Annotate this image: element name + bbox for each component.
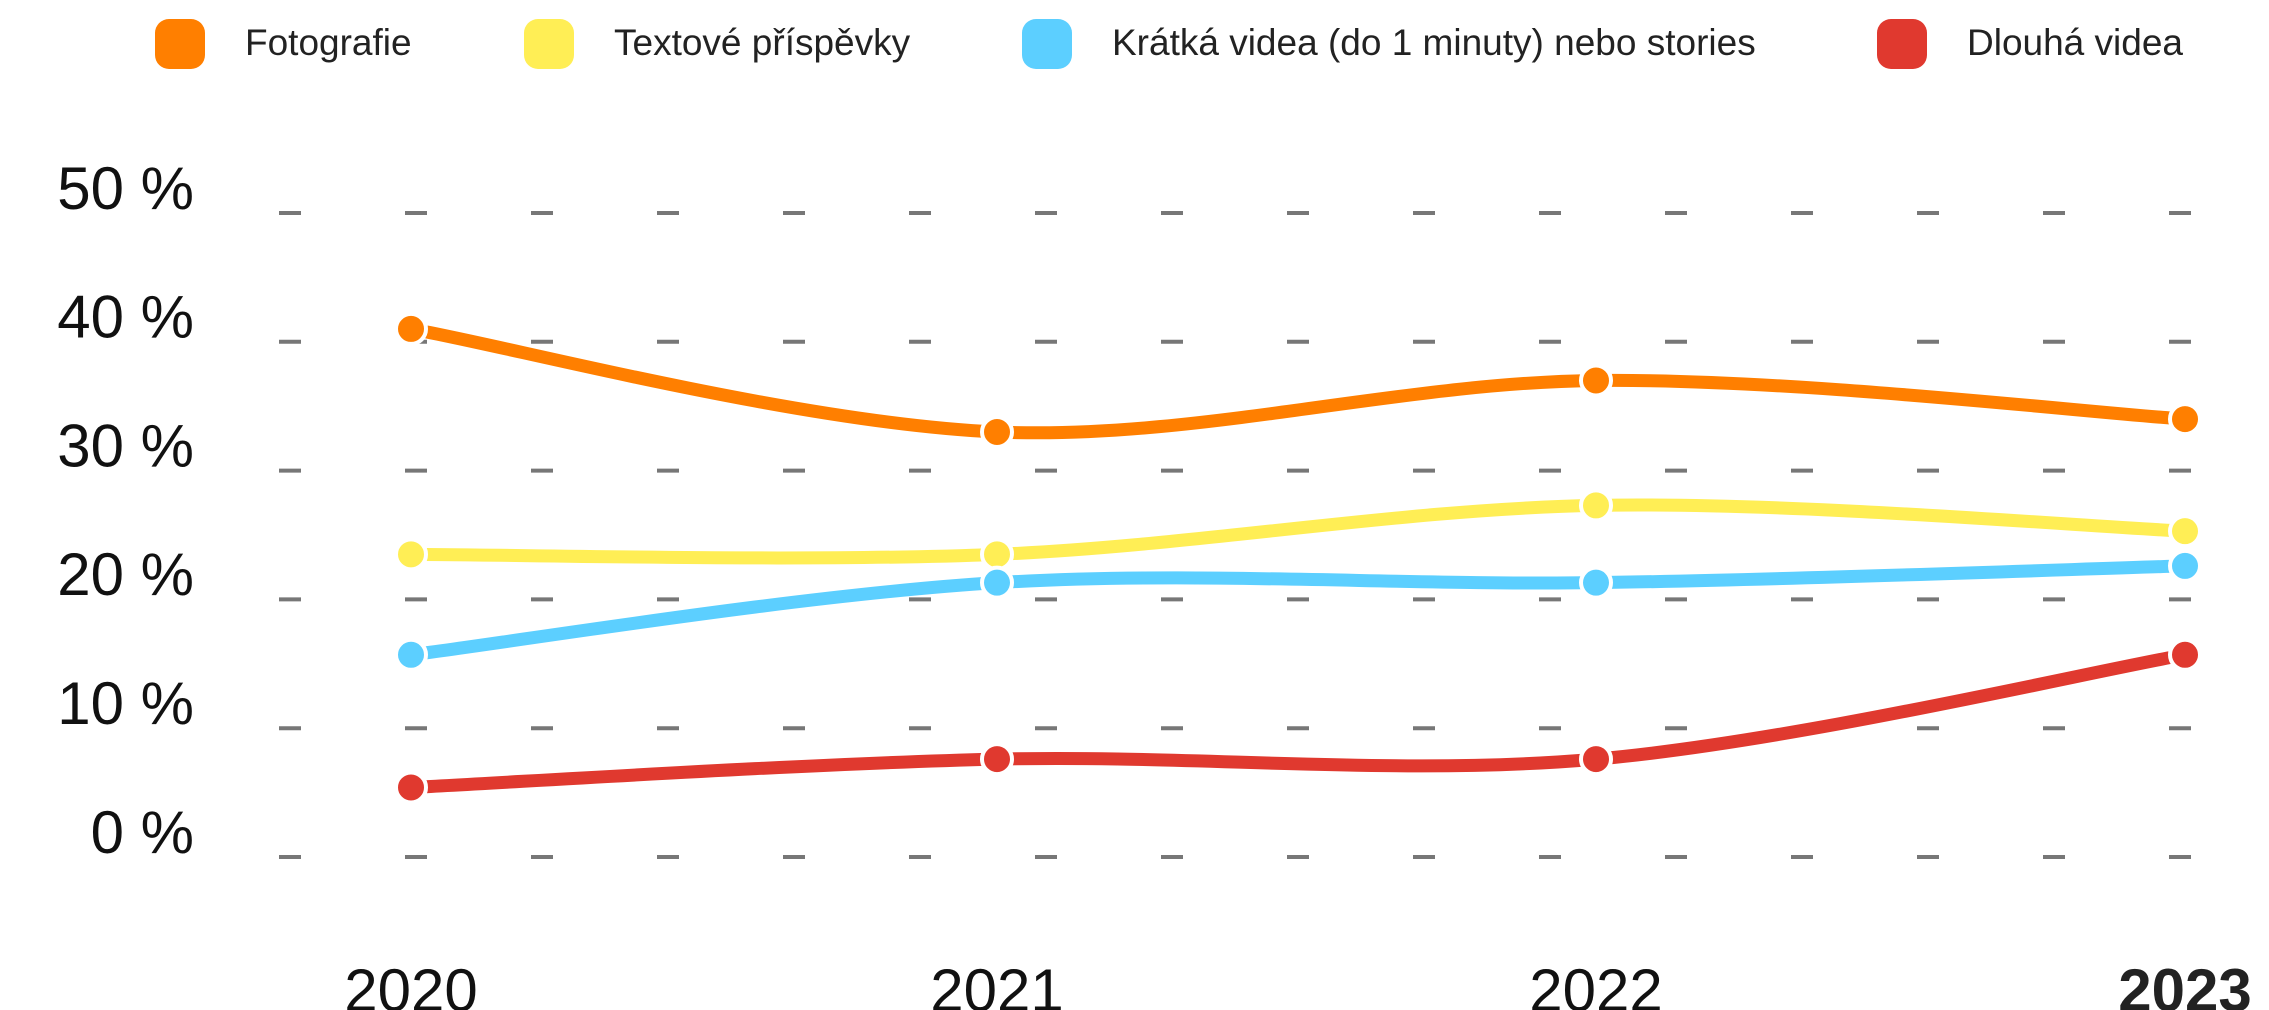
y-tick-label: 20 % bbox=[57, 541, 194, 608]
point bbox=[2168, 637, 2202, 672]
legend-label: Textové příspěvky bbox=[614, 22, 911, 63]
legend-swatch bbox=[1877, 19, 1927, 69]
y-tick-label: 30 % bbox=[57, 412, 194, 479]
x-tick-label: 2021 bbox=[930, 957, 1063, 1010]
y-tick-label: 0 % bbox=[91, 799, 194, 866]
point bbox=[980, 537, 1014, 572]
legend-label: Fotografie bbox=[245, 22, 412, 63]
point bbox=[980, 742, 1014, 777]
line bbox=[404, 559, 2192, 662]
x-tick-label: 2023 bbox=[2118, 957, 2251, 1010]
point bbox=[2168, 402, 2202, 437]
x-tick-label: 2022 bbox=[1529, 957, 1662, 1010]
point bbox=[1579, 488, 1613, 523]
point bbox=[980, 414, 1014, 449]
legend-swatch bbox=[155, 19, 205, 69]
point bbox=[394, 637, 428, 672]
point bbox=[2168, 514, 2202, 549]
y-tick-label: 10 % bbox=[57, 670, 194, 737]
point bbox=[394, 770, 428, 805]
x-tick-label: 2020 bbox=[344, 957, 477, 1010]
y-tick-label: 40 % bbox=[57, 284, 194, 351]
point bbox=[1579, 363, 1613, 398]
legend-label: Dlouhá videa bbox=[1967, 22, 2183, 63]
line bbox=[404, 648, 2192, 794]
point bbox=[1579, 565, 1613, 600]
legend-swatch bbox=[524, 19, 574, 69]
point bbox=[1579, 742, 1613, 777]
point bbox=[980, 565, 1014, 600]
point bbox=[394, 537, 428, 572]
line bbox=[404, 322, 2192, 440]
legend-label: Krátká videa (do 1 minuty) nebo stories bbox=[1112, 22, 1756, 63]
y-tick-label: 50 % bbox=[57, 155, 194, 222]
line bbox=[404, 498, 2192, 565]
point bbox=[394, 311, 428, 346]
legend-swatch bbox=[1022, 19, 1072, 69]
point bbox=[2168, 548, 2202, 583]
